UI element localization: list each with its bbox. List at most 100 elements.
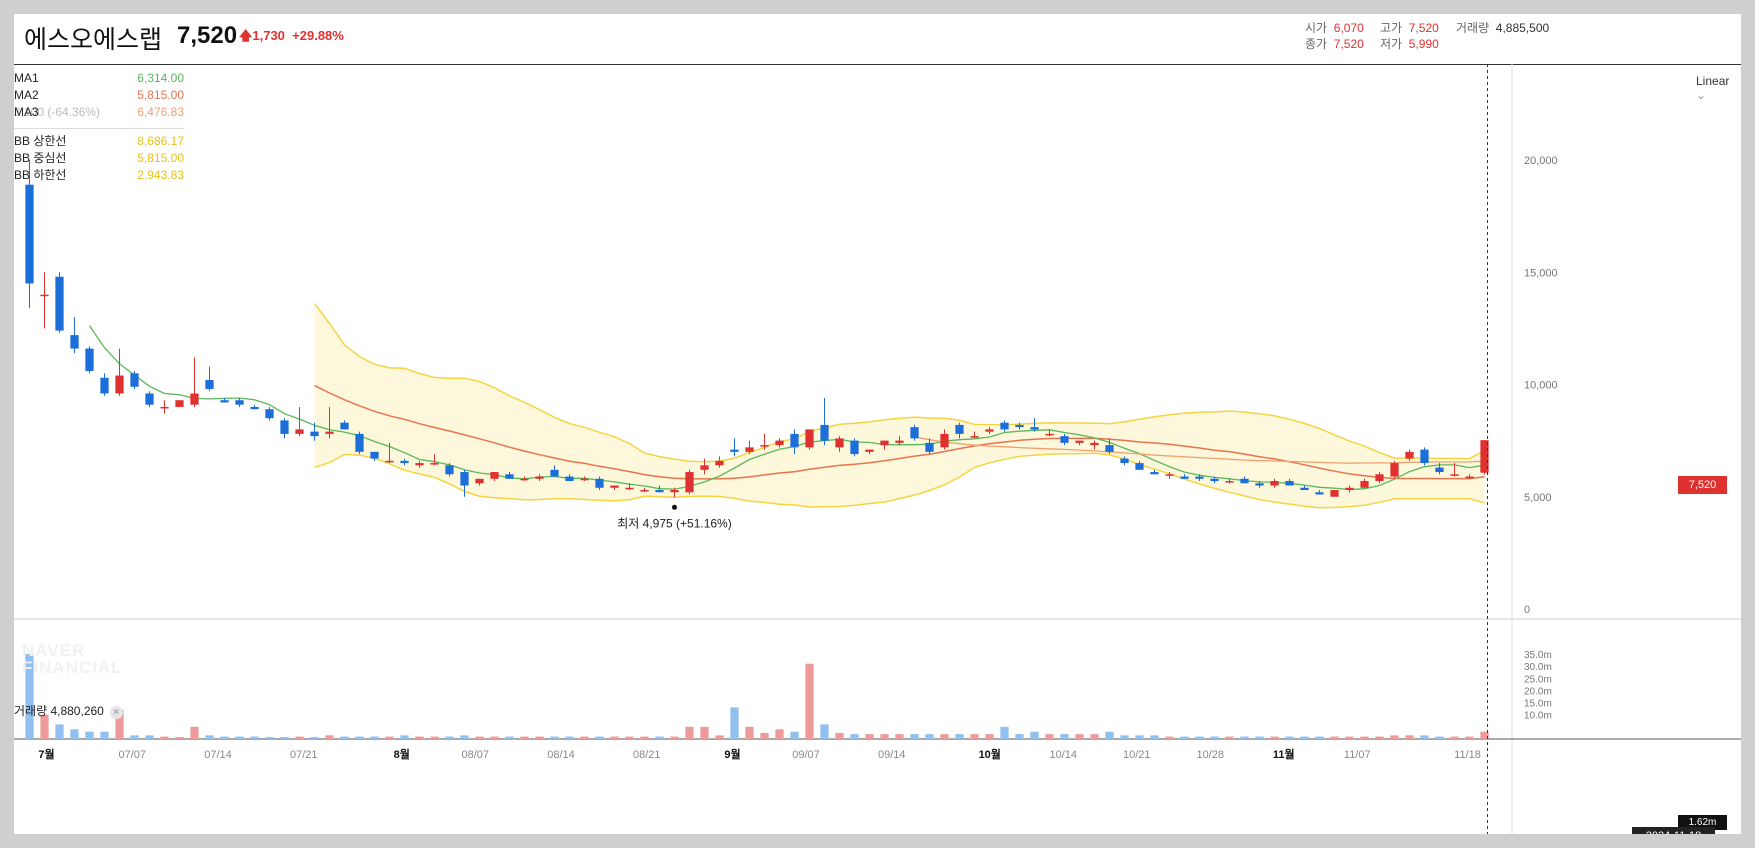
candle-body [295,429,304,434]
candle-body [460,472,469,486]
volume-bar [625,736,634,739]
volume-bar [1045,734,1054,739]
candle-body [1270,481,1279,486]
volume-bar [100,731,109,739]
candle-body [1015,424,1024,428]
volume-bar [850,734,859,739]
x-tick-label: 07/07 [118,749,146,761]
candle-body [265,409,274,419]
candle-body [760,445,769,447]
candle-body [415,463,424,466]
volume-bar [340,736,349,739]
candle-body [730,449,739,452]
volume-tick-label: 20.0m [1524,686,1552,697]
bollinger-band-fill [314,303,1485,508]
volume-bar [115,709,124,739]
candle-body [1330,490,1339,497]
volume-bar [1405,735,1414,739]
volume-bar [280,737,289,739]
candle-body [1030,427,1039,430]
volume-bar [565,736,574,739]
volume-bar [1000,726,1009,739]
volume-bar [1240,736,1249,739]
volume-bar [715,735,724,739]
volume-bar [490,736,499,739]
candle-body [175,400,184,407]
x-tick-label: 11/07 [1344,749,1371,761]
price-chart[interactable]: 20,00015,00010,0005,000035.0m30.0m25.0m2… [14,14,1741,834]
volume-bar [1360,736,1369,739]
volume-bar [250,736,259,739]
volume-bar [910,734,919,739]
candle-body [40,294,49,297]
x-tick-label: 8월 [394,747,410,761]
volume-bar [355,736,364,739]
legend-divider [14,128,184,129]
high-value: 7,520 [1408,21,1439,35]
x-tick-label: 09/07 [792,749,820,761]
up-arrow-icon: 🡅 [239,28,253,43]
volume-bar [940,734,949,739]
candle-body [745,447,754,452]
volume-bar [1420,735,1429,739]
y-tick-label: 15,000 [1524,267,1558,279]
scale-label: Linear [1696,74,1730,88]
volume-bar [1450,736,1459,739]
candle-body [1465,476,1474,479]
change-amount: 1,730 [252,28,285,43]
candle-body [1180,476,1189,479]
candle-body [145,393,154,405]
volume-bar [760,732,769,739]
volume-bar [925,734,934,739]
volume-tick-label: 30.0m [1524,662,1552,673]
volume-tick-label: 35.0m [1524,650,1552,661]
candle-body [1135,463,1144,470]
candle-body [400,460,409,464]
candle-body [895,440,904,443]
stock-header: 에스오에스랩 7,520 🡅1,730 +29.88% 시가 6,070 종가 … [14,14,1741,65]
candle-body [310,431,319,437]
volume-bar [400,735,409,739]
close-icon[interactable]: × [109,706,123,719]
volume-bar [1375,736,1384,739]
candle-body [160,406,169,409]
candle-body [325,431,334,434]
candle-body [1405,451,1414,459]
candle-body [790,433,799,448]
volume-bar [1105,731,1114,739]
candle-body [655,490,664,493]
volume-bar [730,707,739,739]
candle-body [940,433,949,448]
volume-bar [550,736,559,739]
candle-body [550,469,559,477]
min-annotation: 최저 4,975 (+51.16%) [617,516,731,530]
volume-pane-label: 거래량 4,880,260 × [14,702,123,719]
candle-body [970,436,979,438]
volume-bar [445,736,454,739]
volume-bar [685,726,694,739]
candle-body [1150,472,1159,475]
volume-bar [370,736,379,739]
volume-bar [1150,735,1159,739]
volume-bar [385,736,394,739]
x-tick-label: 08/21 [633,749,661,761]
candle-body [625,487,634,490]
candle-body [1225,481,1234,483]
candle-body [775,440,784,446]
volume-bar [205,735,214,739]
last-price-badge: 7,520 [1678,476,1727,494]
candle-body [235,400,244,405]
candle-body [1195,476,1204,479]
close-value: 7,520 [1333,37,1364,51]
volume-bar [85,731,94,739]
candle-body [700,465,709,470]
bollinger-lower-line [314,452,1485,509]
volume-header-label: 거래량 [1456,21,1490,35]
volume-bar [655,736,664,739]
volume-bar [145,735,154,739]
candle-body [1375,474,1384,482]
price-change: 🡅1,730 +29.88% [239,27,344,49]
x-tick-label: 10/21 [1123,749,1151,761]
candle-body [835,438,844,448]
scale-selector[interactable]: Linear ⌄ [1696,74,1741,102]
